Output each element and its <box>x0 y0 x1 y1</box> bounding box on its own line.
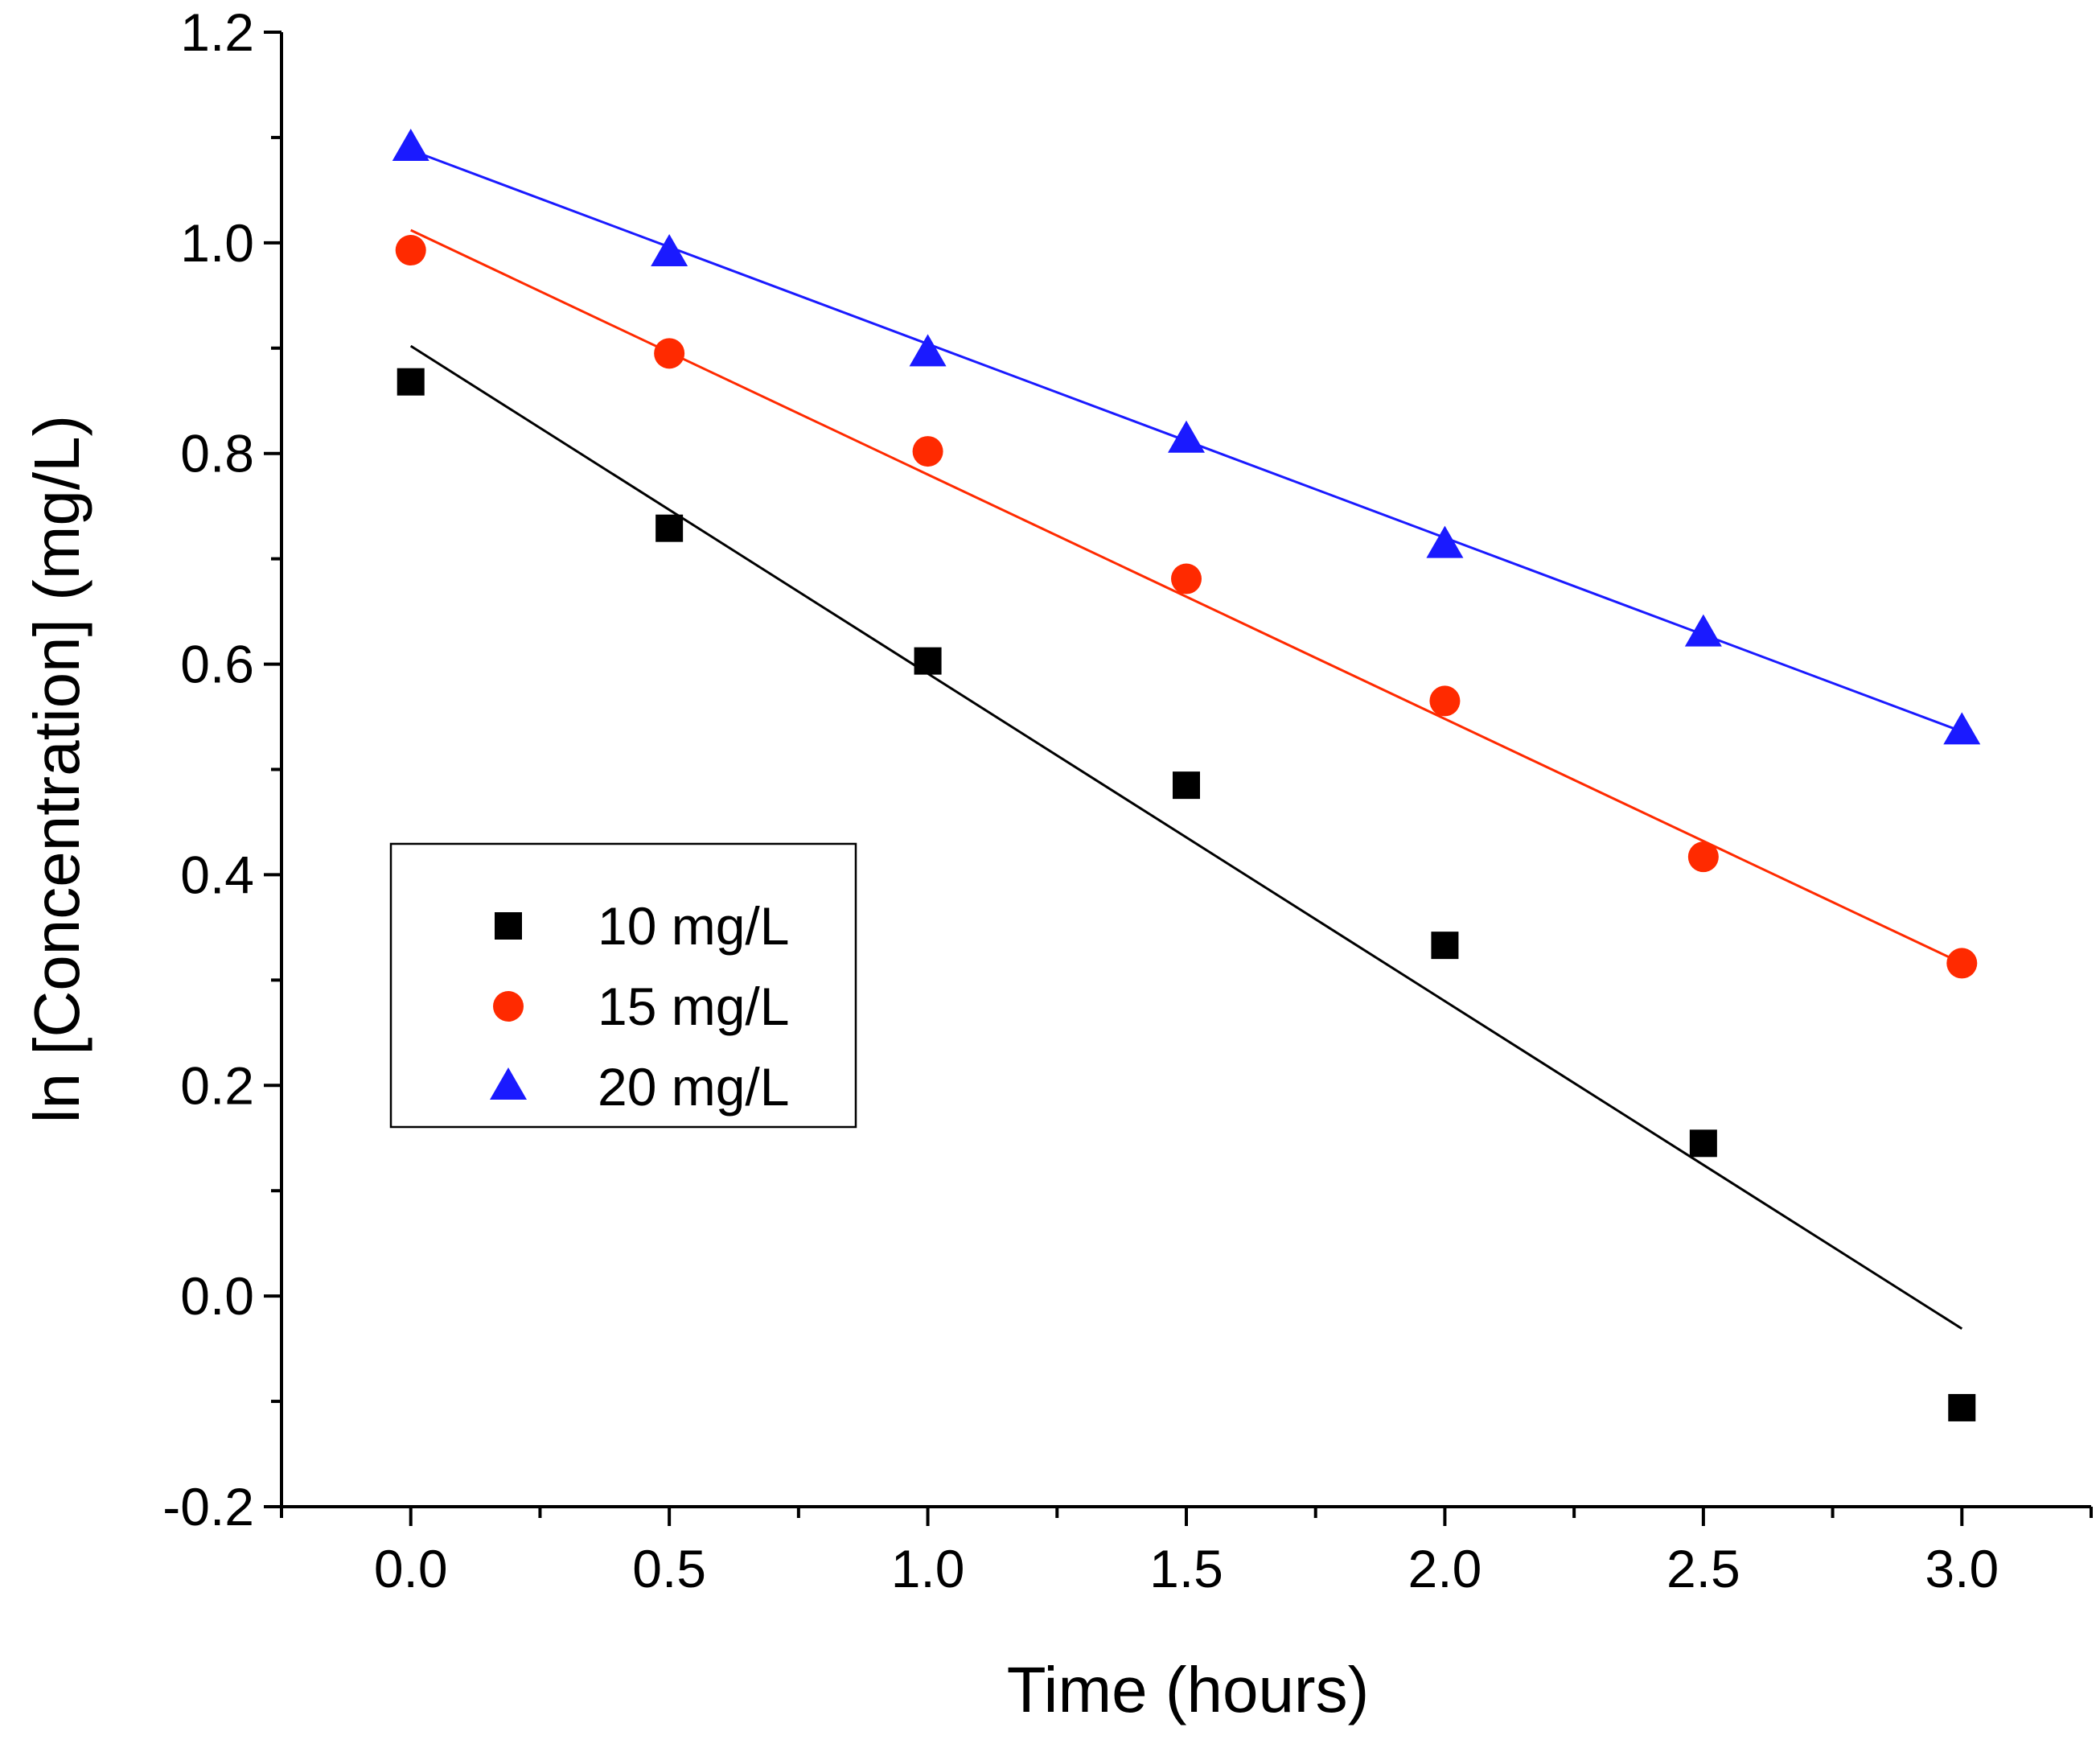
x-tick-label: 2.0 <box>1408 1539 1482 1598</box>
legend-label: 10 mg/L <box>598 896 789 956</box>
legend-label: 15 mg/L <box>598 977 789 1036</box>
y-axis-title: ln [Concentration] (mg/L) <box>21 415 92 1123</box>
x-axis-title: Time (hours) <box>1007 1654 1369 1725</box>
data-point <box>1171 563 1202 594</box>
x-tick-label: 1.0 <box>891 1539 965 1598</box>
y-tick-label: -0.2 <box>162 1477 254 1536</box>
data-point <box>397 368 425 396</box>
data-point <box>914 647 942 675</box>
legend-marker <box>493 991 524 1022</box>
x-tick-label: 0.5 <box>632 1539 706 1598</box>
data-point <box>1431 932 1459 960</box>
data-point <box>654 338 685 369</box>
fit-line-0 <box>409 344 1963 1330</box>
x-tick-label: 1.5 <box>1149 1539 1223 1598</box>
data-point <box>1168 420 1205 453</box>
data-point <box>1429 685 1461 717</box>
data-point <box>1684 614 1722 647</box>
axes <box>280 32 2091 1508</box>
y-tick-label: 0.8 <box>180 424 254 483</box>
y-tick-label: 1.0 <box>180 213 254 273</box>
data-point <box>395 235 426 266</box>
x-tick-label: 3.0 <box>1925 1539 1999 1598</box>
data-point <box>655 514 684 542</box>
ticks <box>264 31 2093 1526</box>
y-tick-label: 0.4 <box>180 845 254 904</box>
data-point <box>1426 525 1464 558</box>
markers <box>392 129 1981 1421</box>
y-tick-label: 0.6 <box>180 635 254 694</box>
data-point <box>1948 1393 1976 1421</box>
legend: 10 mg/L 15 mg/L 20 mg/L <box>389 842 857 1129</box>
legend-box <box>389 842 857 1129</box>
y-tick-label: 1.2 <box>180 2 254 62</box>
data-point <box>1687 841 1719 873</box>
legend-label: 20 mg/L <box>598 1057 789 1117</box>
data-point <box>909 334 947 367</box>
x-tick-label: 2.5 <box>1666 1539 1740 1598</box>
data-point <box>912 436 943 467</box>
data-point <box>1689 1129 1717 1158</box>
data-point <box>1173 771 1200 800</box>
data-point <box>1946 948 1978 979</box>
x-tick-label: 0.0 <box>374 1539 448 1598</box>
legend-marker <box>490 1067 527 1100</box>
tick-labels: -0.2 0.0 0.2 0.4 0.6 0.8 1.0 1.2 0.0 0.5 1.0 1.5 2.0… <box>162 2 1999 1598</box>
fit-lines <box>409 149 1963 1330</box>
y-tick-label: 0.0 <box>180 1266 254 1326</box>
data-point <box>1943 712 1981 745</box>
y-tick-label: 0.2 <box>180 1055 254 1115</box>
data-point <box>392 129 429 162</box>
legend-marker <box>495 912 522 940</box>
data-point <box>651 233 688 266</box>
